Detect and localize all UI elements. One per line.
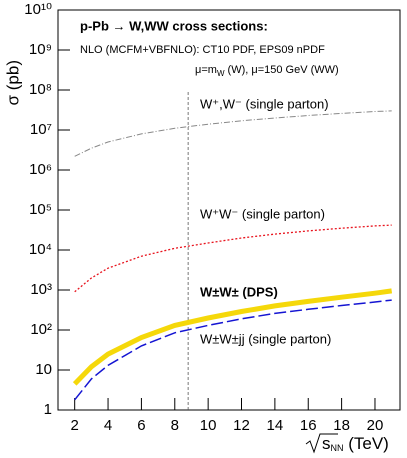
scale-note-rest: (W), μ=150 GeV (WW) — [225, 64, 339, 76]
y-tick-label: 10 — [35, 361, 52, 378]
x-tick-label: 2 — [71, 417, 79, 434]
y-tick-label: 10⁵ — [29, 201, 52, 218]
y-tick-label: 10⁴ — [29, 241, 52, 258]
x-tick-label: 14 — [267, 417, 284, 434]
series-label: W⁺,W⁻ (single parton) — [200, 96, 329, 111]
x-tick-label: 12 — [233, 417, 250, 434]
x-axis-label: sNN (TeV) — [322, 434, 389, 453]
y-tick-label: 10² — [30, 321, 52, 338]
series-label: W±W± (DPS) — [200, 284, 278, 299]
scale-note-sub: W — [217, 69, 225, 78]
chart-title: p-Pb → W,WW cross sections: — [80, 18, 268, 33]
y-tick-label: 1 — [44, 401, 52, 418]
scale-note-text: μ=m — [195, 64, 217, 76]
series-label: W⁺W⁻ (single parton) — [200, 206, 325, 221]
x-tick-label: 8 — [171, 417, 179, 434]
chart-subtitle: NLO (MCFM+VBFNLO): CT10 PDF, EPS09 nPDF — [80, 44, 325, 56]
x-tick-label: 4 — [104, 417, 112, 434]
series-line — [74, 299, 392, 401]
x-tick-label: 10 — [200, 417, 217, 434]
x-label-rest: (TeV) — [344, 434, 389, 453]
x-label-sub: NN — [331, 443, 344, 453]
series-line — [72, 288, 393, 386]
x-tick-label: 20 — [367, 417, 384, 434]
x-tick-label: 16 — [300, 417, 317, 434]
series-line — [74, 110, 392, 157]
y-tick-label: 10⁸ — [29, 81, 52, 98]
scale-note: μ=mW (W), μ=150 GeV (WW) — [195, 64, 339, 78]
y-tick-label: 10⁶ — [29, 161, 52, 178]
series-line — [74, 224, 392, 293]
y-tick-label: 10⁷ — [30, 121, 52, 138]
series-label: W±W±jj (single parton) — [200, 331, 331, 346]
y-tick-label: 10⁹ — [29, 41, 52, 58]
radical-sign — [305, 433, 338, 454]
x-tick-label: 18 — [333, 417, 350, 434]
y-axis-label: σ (pb) — [3, 60, 22, 105]
x-tick-label: 6 — [137, 417, 145, 434]
x-label-text: s — [322, 434, 331, 453]
y-tick-label: 10³ — [30, 281, 52, 298]
y-tick-label: 10¹⁰ — [24, 1, 52, 18]
